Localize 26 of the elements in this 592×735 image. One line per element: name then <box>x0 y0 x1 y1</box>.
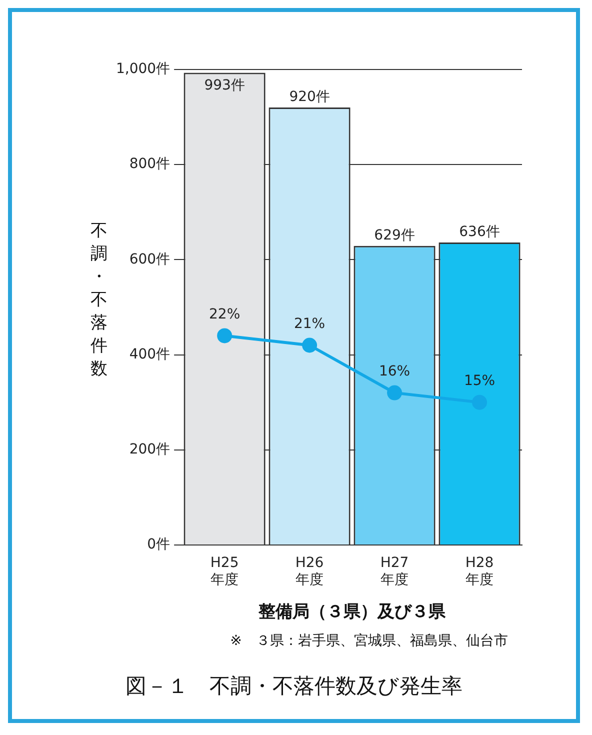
y-tick-label: 600件 <box>129 251 170 268</box>
x-tick-label: H28 年度 <box>465 555 494 588</box>
text: ※ ３県：岩手県、宮城県、福島県、仙台市 <box>229 632 509 650</box>
y-tick-label: 1,000件 <box>116 61 170 78</box>
data-label: 15% <box>464 372 496 389</box>
x-tick-label: H25 年度 <box>210 555 239 588</box>
x-tick-label: H26 年度 <box>295 555 324 588</box>
y-axis-title: 不調・不落件数 <box>90 220 108 381</box>
x-tick-label: H27 年度 <box>380 555 409 588</box>
data-label: 993件 <box>204 77 245 94</box>
text: 図－１ 不調・不落件数及び発生率 <box>124 673 464 700</box>
data-label: 22% <box>209 306 240 322</box>
data-label: 21% <box>294 316 326 332</box>
y-tick-label: 800件 <box>129 156 170 172</box>
y-tick-label: 0件 <box>147 536 170 553</box>
x-axis-title: 整備局（３県）及び３県 <box>258 602 447 622</box>
y-tick-label: 200件 <box>129 442 170 458</box>
point <box>217 328 232 344</box>
point <box>472 394 488 410</box>
point <box>302 338 318 353</box>
data-label: 629件 <box>374 227 415 244</box>
point <box>387 385 402 400</box>
data-label: 920件 <box>289 89 330 106</box>
y-tick-label: 400件 <box>129 346 170 362</box>
data-label: 636件 <box>459 224 500 240</box>
data-label: 16% <box>378 363 410 380</box>
